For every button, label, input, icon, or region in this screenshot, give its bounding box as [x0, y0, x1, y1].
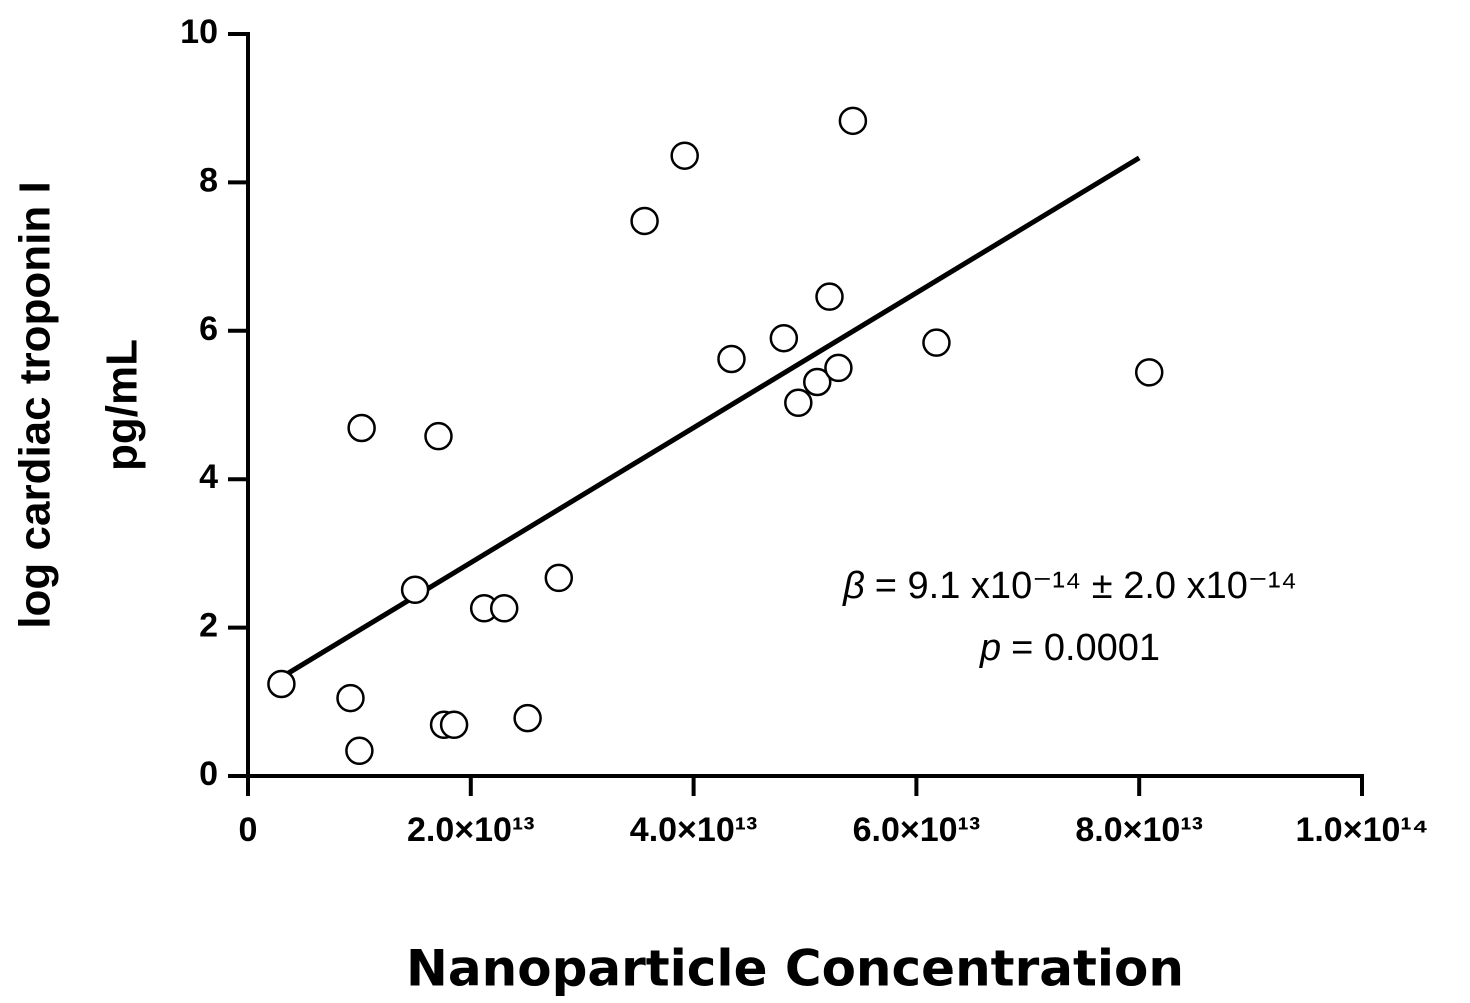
data-point: [345, 736, 374, 766]
annotation: β = 9.1 x10⁻¹⁴ ± 2.0 x10⁻¹⁴: [842, 565, 1297, 607]
data-point: [717, 344, 746, 374]
data-point: [784, 388, 813, 418]
y-tick-label: 4: [199, 458, 218, 496]
data-point: [803, 367, 832, 397]
data-point: [347, 413, 376, 443]
x-tick-label: 1.0×10¹⁴: [1295, 811, 1428, 849]
x-tick-label: 6.0×10¹³: [853, 811, 981, 849]
y-tick-label: 8: [199, 161, 218, 199]
y-axis-label: log cardiac troponin I: [11, 181, 60, 628]
data-point: [1134, 358, 1164, 387]
data-point: [336, 683, 365, 713]
annotation-text: = 9.1 x10⁻¹⁴ ± 2.0 x10⁻¹⁴: [875, 565, 1297, 607]
data-point: [815, 282, 844, 311]
annotation-symbol: p: [979, 627, 1001, 669]
data-point: [630, 206, 659, 236]
y-tick-label: 6: [199, 310, 218, 348]
data-point: [513, 703, 542, 733]
data-point: [670, 141, 699, 170]
y-tick-label: 10: [180, 13, 218, 51]
y-tick-label: 0: [199, 755, 218, 793]
data-point: [424, 421, 453, 451]
data-point: [439, 710, 469, 740]
data-point: [267, 669, 296, 699]
y-tick-label: 2: [199, 607, 218, 645]
data-point: [489, 594, 519, 623]
annotation-symbol: β: [842, 565, 865, 607]
data-point: [922, 328, 951, 357]
data-point: [838, 106, 868, 136]
x-tick-label: 2.0×10¹³: [407, 811, 535, 849]
x-tick-label: 8.0×10¹³: [1075, 811, 1203, 849]
x-tick-label: 4.0×10¹³: [630, 811, 758, 849]
annotation-text: = 0.0001: [1011, 627, 1160, 669]
data-point: [824, 353, 853, 383]
data-point: [400, 575, 430, 605]
data-point: [769, 323, 799, 353]
data-point: [544, 563, 574, 593]
annotation: p = 0.0001: [979, 627, 1160, 669]
x-tick-label: 0: [239, 811, 258, 849]
y-axis-label: pg/mL: [98, 339, 147, 471]
x-axis-label: Nanoparticle Concentration: [406, 940, 1184, 998]
